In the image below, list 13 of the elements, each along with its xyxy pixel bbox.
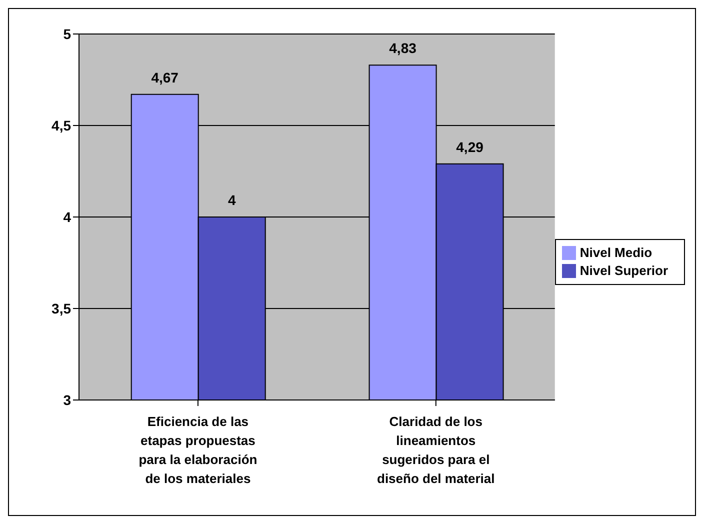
data-label: 4,67 — [151, 69, 179, 86]
data-label: 4,83 — [389, 40, 417, 56]
x-tick-label: Eficiencia de las etapas propuestas para la elaboración de los materiales — [138, 414, 258, 486]
y-tick-label: 3 — [63, 392, 72, 408]
legend-label: Nivel Superior — [580, 263, 668, 278]
y-tick-label: 4,5 — [52, 117, 72, 134]
legend-label: Nivel Medio — [580, 245, 652, 260]
y-tick-label: 4 — [63, 208, 72, 225]
data-label: 4,29 — [456, 138, 484, 155]
x-tick-label: Claridad de los lineamientos sugeridos para el diseño del material — [377, 414, 495, 486]
y-tick-label: 5 — [63, 26, 72, 42]
data-label: 4 — [228, 192, 236, 208]
y-tick-label: 3,5 — [52, 300, 72, 316]
